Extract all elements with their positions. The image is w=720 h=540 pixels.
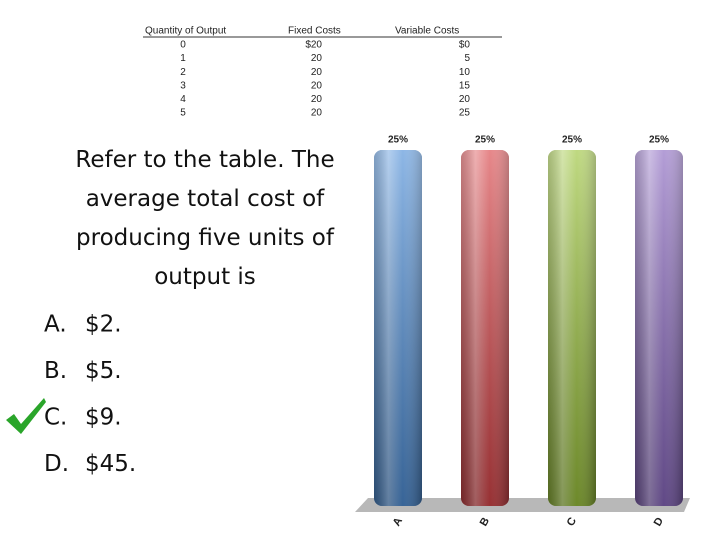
table-cell: 5 [180, 108, 186, 119]
table-cell: 20 [311, 80, 323, 91]
bar-fade [548, 150, 596, 506]
value-label: 25% [388, 135, 408, 146]
value-label: 25% [475, 135, 495, 146]
option-letter: D. [44, 451, 69, 477]
table-cell: 2 [180, 67, 186, 78]
table-header: Quantity of Output [145, 26, 226, 37]
table-cell: 4 [180, 94, 186, 105]
value-label: 25% [562, 135, 582, 146]
table-header: Fixed Costs [288, 26, 341, 37]
option-letter: A. [44, 312, 67, 338]
bar-fade [461, 150, 509, 506]
table-cell: 0 [180, 40, 186, 51]
chart-floor [355, 498, 690, 512]
table-cell: $0 [459, 40, 471, 51]
option-text: $2. [85, 312, 122, 338]
table-cell: 10 [459, 67, 471, 78]
table-cell: 15 [459, 80, 471, 91]
table-header: Variable Costs [395, 26, 459, 37]
table-cell: 20 [459, 94, 471, 105]
category-label: B [478, 515, 492, 528]
table-cell: 20 [311, 53, 323, 64]
question-text: Refer to the table. The average total cos… [75, 147, 334, 290]
table-cell: 3 [180, 80, 186, 91]
category-label: D [652, 515, 666, 528]
table-cell: 20 [311, 67, 323, 78]
option-text: $5. [85, 358, 122, 384]
category-label: C [565, 515, 579, 528]
option-letter: C. [44, 405, 67, 431]
table-cell: 5 [464, 53, 470, 64]
option-text: $45. [85, 451, 136, 477]
correct-check [6, 398, 46, 434]
option-letter: B. [44, 358, 67, 384]
value-label: 25% [649, 135, 669, 146]
table-cell: $20 [305, 40, 322, 51]
bar-fade [635, 150, 683, 506]
table-cell: 20 [311, 94, 323, 105]
table-cell: 20 [311, 108, 323, 119]
table-cell: 1 [180, 53, 186, 64]
category-label: A [391, 515, 405, 528]
bar-fade [374, 150, 422, 506]
table-cell: 25 [459, 108, 471, 119]
option-text: $9. [85, 405, 122, 431]
